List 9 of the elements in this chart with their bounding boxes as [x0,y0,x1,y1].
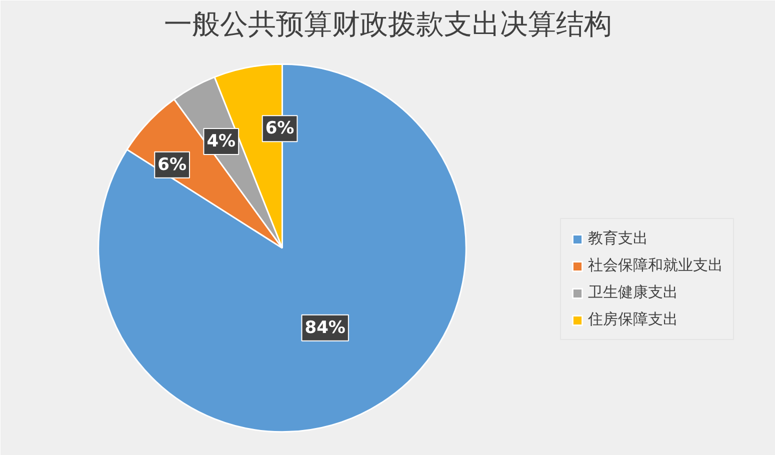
chart-title: 一般公共预算财政拨款支出决算结构 [164,8,612,40]
legend-label: 社会保障和就业支出 [588,256,723,275]
legend-label: 住房保障支出 [588,310,678,329]
legend-label: 教育支出 [588,229,648,248]
data-label: 6% [265,118,294,139]
legend-label: 卫生健康支出 [588,283,678,302]
data-label: 84% [304,318,346,338]
data-label: 6% [158,154,187,175]
data-label: 4% [206,132,236,152]
